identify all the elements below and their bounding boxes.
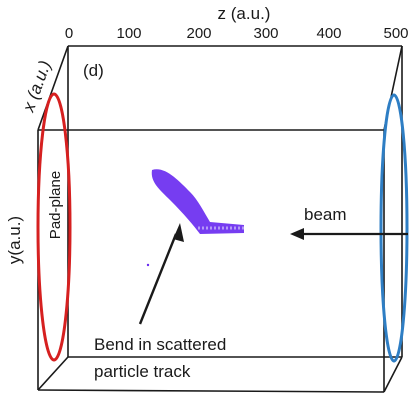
annotation-line-2: particle track	[94, 362, 191, 381]
beam-label: beam	[304, 205, 347, 224]
panel-label: (d)	[83, 61, 104, 80]
y-axis-title: y(a.u.)	[5, 216, 24, 264]
x-axis-title: x (a.u.)	[19, 58, 55, 115]
z-tick-label: 100	[116, 25, 141, 42]
particle-track	[146, 169, 246, 267]
annotation-arrow	[138, 223, 184, 325]
beam-arrow	[290, 228, 408, 240]
z-tick-label: 400	[316, 25, 341, 42]
z-axis-title: z (a.u.)	[218, 4, 271, 23]
exit-ring	[379, 93, 409, 363]
z-tick-label: 500	[383, 25, 408, 42]
z-tick-label: 0	[65, 25, 73, 42]
pad-plane-ring	[36, 92, 72, 362]
pad-plane-label: Pad-plane	[47, 171, 64, 239]
annotation-line-1: Bend in scattered	[94, 335, 226, 354]
z-tick-label: 300	[253, 25, 278, 42]
z-tick-label: 200	[186, 25, 211, 42]
